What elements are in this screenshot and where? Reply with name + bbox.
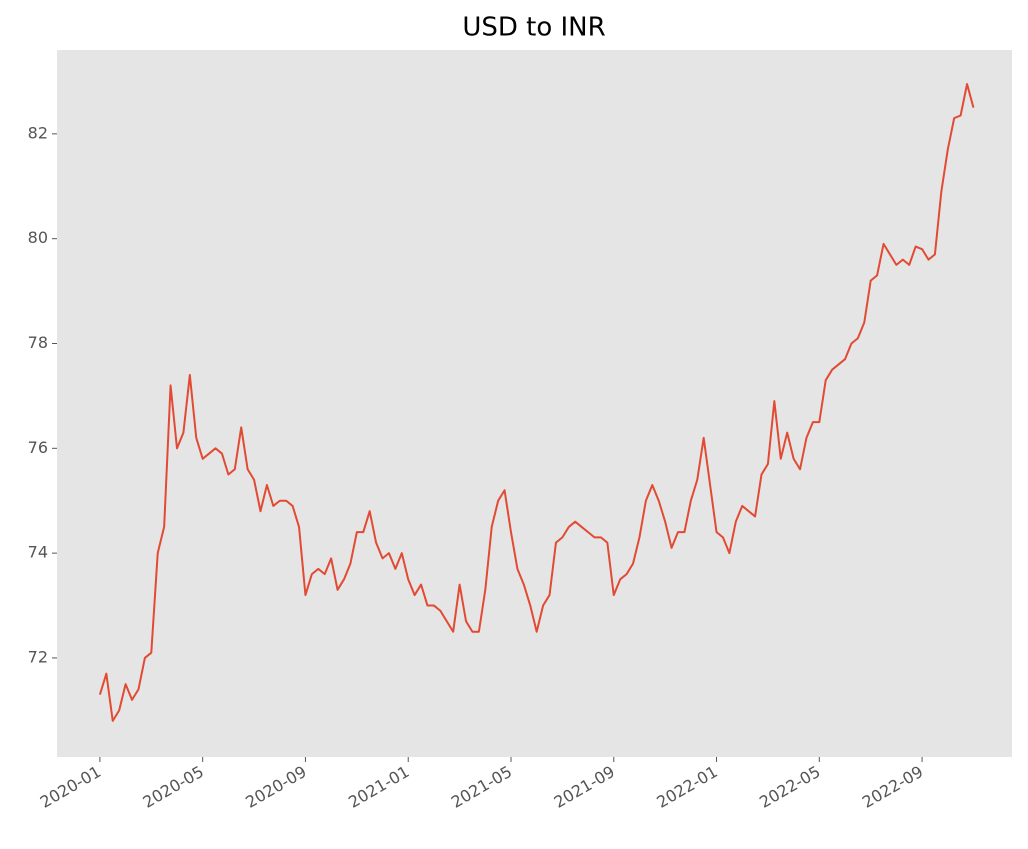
- y-tick-label: 76: [28, 438, 48, 457]
- x-tick-label: 2021-01: [345, 762, 412, 812]
- chart-title: USD to INR: [462, 13, 605, 43]
- y-tick-label: 82: [28, 123, 48, 142]
- x-tick-label: 2020-01: [37, 762, 104, 812]
- x-tick-label: 2022-05: [756, 762, 823, 812]
- y-tick-label: 74: [28, 543, 48, 562]
- y-tick-label: 72: [28, 647, 48, 666]
- x-tick-label: 2021-05: [448, 762, 515, 812]
- line: [98, 83, 975, 722]
- y-tick-label: 78: [28, 333, 48, 352]
- x-tick-label: 2022-09: [859, 762, 926, 812]
- plot-area: [57, 50, 1012, 757]
- x-tick-label: 2022-01: [653, 762, 720, 812]
- x-tick-label: 2021-09: [551, 762, 618, 812]
- y-tick-label: 80: [28, 228, 48, 247]
- x-tick-label: 2020-05: [140, 762, 207, 812]
- x-tick-label: 2020-09: [242, 762, 309, 812]
